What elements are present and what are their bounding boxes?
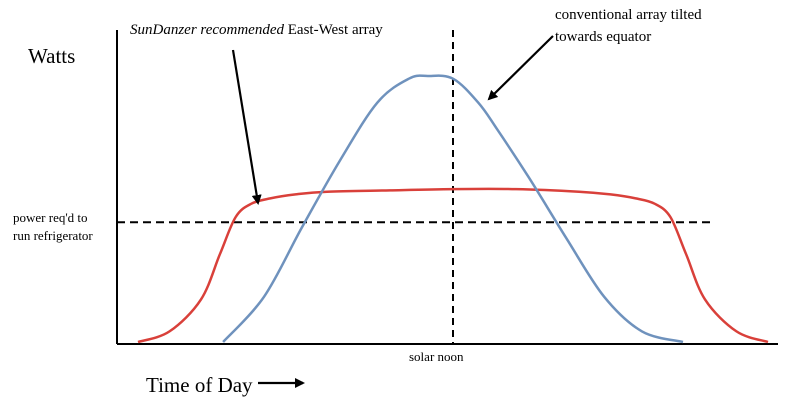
y-axis-label: Watts	[28, 44, 76, 68]
series-line-east-west	[137, 187, 769, 344]
x-axis-label: Time of Day	[146, 373, 253, 397]
east-west-arrow	[231, 49, 262, 205]
conventional-arrow	[487, 35, 554, 101]
threshold-label: power req'd to run refrigerator	[13, 209, 123, 245]
threshold-label-line2: run refrigerator	[13, 228, 93, 243]
series-line-conventional	[222, 74, 684, 344]
threshold-label-line1: power req'd to	[13, 210, 88, 225]
east-west-annotation-text: East-West array	[284, 22, 383, 38]
conventional-annotation: conventional array tilted towards equato…	[555, 4, 755, 48]
conventional-annotation-line2: towards equator	[555, 29, 652, 45]
conventional-annotation-line1: conventional array tilted	[555, 7, 702, 23]
solar-noon-label: solar noon	[409, 349, 464, 364]
east-west-annotation-brand: SunDanzer recommended	[130, 22, 284, 38]
east-west-annotation: SunDanzer recommended East-West array	[130, 22, 383, 39]
